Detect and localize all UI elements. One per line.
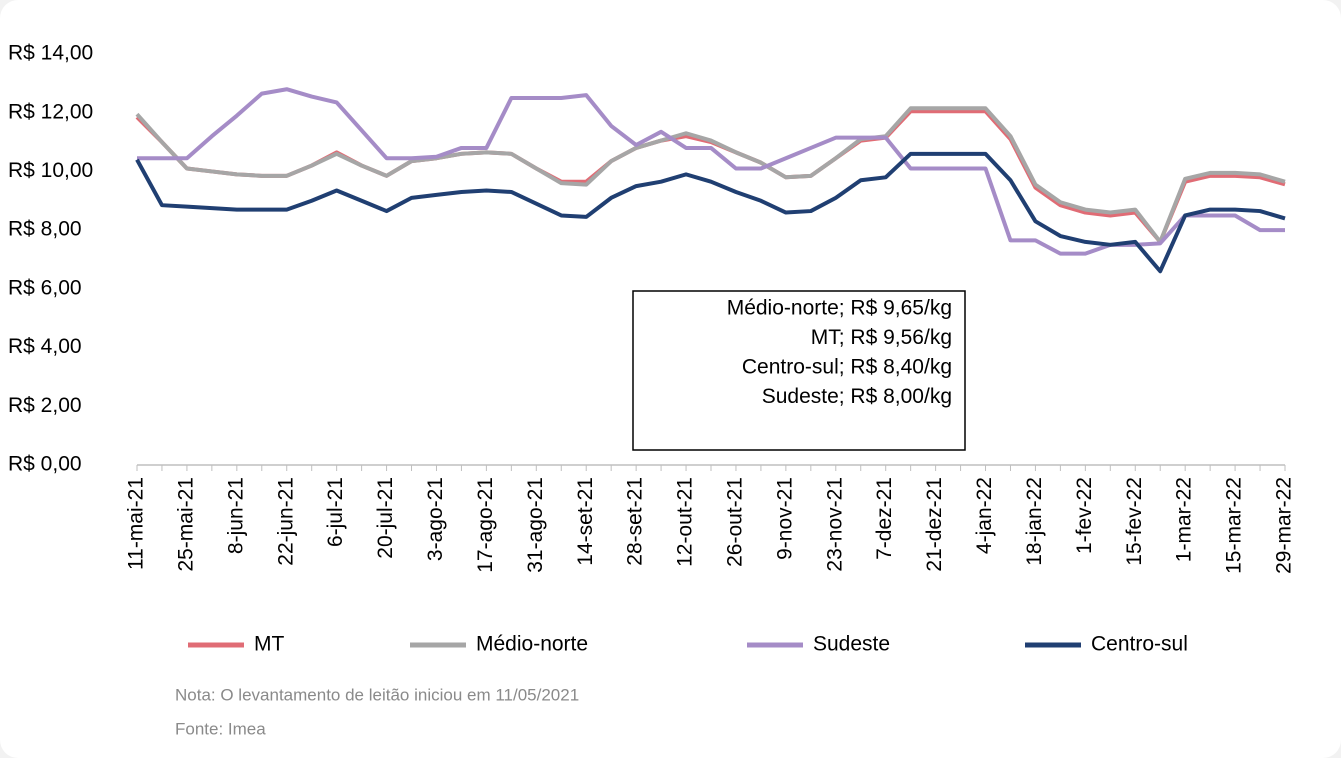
note: Nota: O levantamento de leitão iniciou e… [175, 685, 579, 704]
x-tick-label: 20-jul-21 [374, 477, 397, 559]
y-tick-label: R$ 10,00 [8, 159, 93, 182]
x-tick-label: 8-jun-21 [224, 477, 247, 554]
annotation-text: Médio-norte; R$ 9,65/kg [727, 297, 952, 320]
annotation-box [632, 290, 966, 451]
y-tick-label: R$ 4,00 [8, 335, 82, 358]
x-tick-label: 28-set-21 [624, 477, 647, 566]
annotation-text: Centro-sul; R$ 8,40/kg [742, 356, 952, 379]
x-tick-label: 29-mar-22 [1273, 477, 1296, 574]
x-tick-label: 12-out-21 [674, 477, 697, 567]
y-tick-label: R$ 6,00 [8, 276, 82, 299]
series-line [137, 87, 1285, 256]
x-tick-label: 4-jan-22 [973, 477, 996, 554]
x-tick-label: 25-mai-21 [174, 477, 197, 572]
legend-label: MT [254, 633, 284, 656]
x-tick-label: 7-dez-21 [873, 477, 896, 560]
x-tick-label: 6-jul-21 [324, 477, 347, 547]
x-tick-label: 1-mar-22 [1173, 477, 1196, 562]
note: Fonte: Imea [175, 719, 266, 738]
y-tick-label: R$ 2,00 [8, 394, 82, 417]
legend-label: Centro-sul [1091, 633, 1188, 656]
x-tick-label: 9-nov-21 [773, 477, 796, 560]
x-tick-label: 3-ago-21 [424, 477, 447, 561]
x-tick-label: 21-dez-21 [923, 477, 946, 572]
x-tick-label: 22-jun-21 [274, 477, 297, 566]
annotation-text: MT; R$ 9,56/kg [811, 326, 952, 349]
x-tick-label: 15-fev-22 [1123, 477, 1146, 566]
y-tick-label: R$ 12,00 [8, 100, 93, 123]
y-tick-label: R$ 0,00 [8, 453, 82, 476]
x-tick-label: 14-set-21 [574, 477, 597, 566]
x-tick-label: 31-ago-21 [524, 477, 547, 573]
annotation-text: Sudeste; R$ 8,00/kg [762, 385, 952, 408]
x-tick-label: 26-out-21 [724, 477, 747, 567]
y-tick-label: R$ 8,00 [8, 218, 82, 241]
x-tick-label: 15-mar-22 [1223, 477, 1246, 574]
x-tick-label: 23-nov-21 [823, 477, 846, 572]
x-tick-label: 18-jan-22 [1023, 477, 1046, 566]
series-line [135, 151, 1286, 274]
legend-label: Sudeste [813, 633, 890, 656]
legend-label: Médio-norte [476, 633, 588, 656]
series-line [135, 106, 1286, 244]
x-tick-label: 11-mai-21 [125, 477, 148, 570]
x-tick-label: 17-ago-21 [474, 477, 497, 573]
x-tick-label: 1-fev-22 [1073, 477, 1096, 554]
y-tick-label: R$ 14,00 [8, 42, 93, 65]
